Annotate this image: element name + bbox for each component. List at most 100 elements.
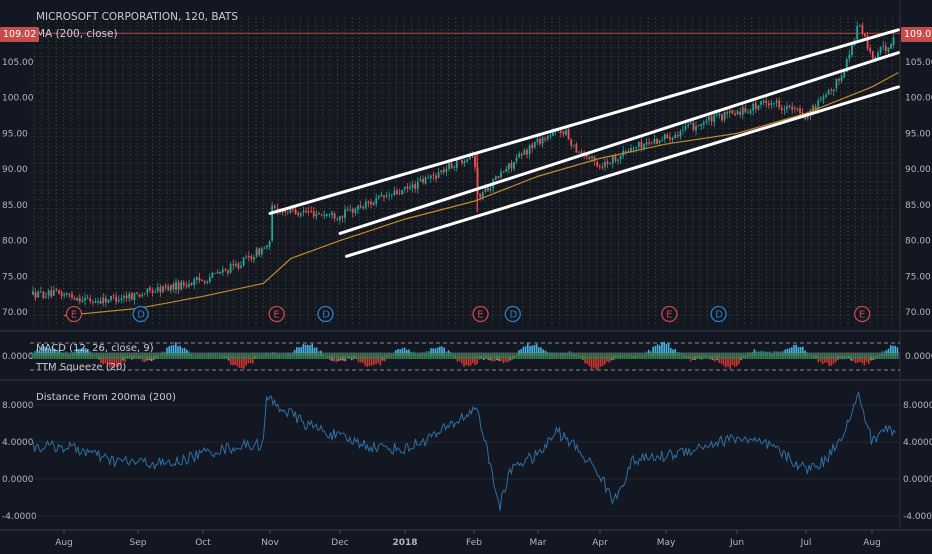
- ttm-squeeze-bar: [503, 353, 505, 359]
- candle-body: [82, 300, 84, 301]
- candle-body: [391, 194, 393, 195]
- candle-body: [74, 298, 76, 299]
- candle-body: [102, 298, 104, 303]
- ttm-squeeze-bar: [582, 353, 584, 359]
- ttm-squeeze-bar: [263, 353, 265, 359]
- candle-body: [687, 124, 689, 126]
- candle-body: [667, 135, 669, 138]
- ttm-squeeze-bar: [182, 353, 184, 359]
- candle-body: [568, 129, 570, 139]
- ttm-squeeze-bar: [883, 353, 885, 359]
- candle-body: [487, 188, 489, 191]
- ttm-squeeze-bar: [391, 353, 393, 359]
- candle-body: [258, 248, 260, 255]
- candle-body: [76, 298, 78, 301]
- ttm-squeeze-bar: [309, 353, 311, 359]
- candle-body: [144, 294, 146, 295]
- time-axis-label: Aug: [55, 538, 73, 548]
- ttm-squeeze-bar: [516, 353, 518, 359]
- distance-tick-label-right: 0.0000: [903, 475, 932, 485]
- candle-body: [266, 245, 268, 247]
- candle-body: [115, 297, 117, 302]
- ttm-squeeze-bar: [556, 353, 558, 359]
- ttm-squeeze-bar: [586, 353, 588, 359]
- distance-tick-label-right: -4.0000: [903, 512, 932, 522]
- candle-body: [313, 211, 315, 216]
- ttm-squeeze-bar: [289, 353, 291, 359]
- ttm-squeeze-bar: [452, 353, 454, 359]
- ttm-squeeze-bar: [721, 353, 723, 359]
- ttm-squeeze-bar: [778, 353, 780, 359]
- candle-body: [40, 292, 42, 293]
- ttm-squeeze-bar: [162, 353, 164, 359]
- channel-line-2: [340, 53, 898, 234]
- ttm-squeeze-bar: [206, 353, 208, 359]
- distance-200ma-label[interactable]: Distance From 200ma (200): [36, 392, 176, 403]
- ttm-squeeze-bar: [428, 353, 430, 359]
- ttm-squeeze-bar: [369, 353, 371, 359]
- ttm-squeeze-bar: [602, 353, 604, 359]
- ttm-squeeze-bar: [331, 353, 333, 359]
- ttm-squeeze-bar: [589, 353, 591, 359]
- ttm-squeeze-bar: [855, 353, 857, 359]
- price-tick-label-left: 70.00: [2, 308, 28, 318]
- ttm-squeeze-bar: [168, 353, 170, 359]
- candle-body: [721, 114, 723, 120]
- candle-body: [706, 121, 708, 122]
- ttm-squeeze-bar: [820, 353, 822, 359]
- ttm-squeeze-bar: [776, 353, 778, 359]
- candle-body: [212, 273, 214, 277]
- ttm-squeeze-bar: [448, 353, 450, 359]
- time-axis-label: Sep: [130, 538, 147, 548]
- ttm-squeeze-bar: [199, 353, 201, 359]
- ttm-squeeze-bar: [201, 353, 203, 359]
- candle-body: [232, 264, 234, 265]
- ttm-squeeze-bar: [751, 353, 753, 359]
- candle-body: [752, 104, 754, 111]
- candle-body: [170, 285, 172, 291]
- candle-body: [609, 164, 611, 165]
- candle-body: [747, 113, 749, 114]
- ttm-squeeze-bar: [219, 353, 221, 359]
- ttm-squeeze-bar: [826, 353, 828, 359]
- time-axis-label: Apr: [592, 538, 608, 548]
- ttm-squeeze-bar: [450, 353, 452, 359]
- candle-body: [32, 291, 34, 295]
- ttm-squeeze-bar: [355, 353, 357, 359]
- candle-body: [336, 219, 338, 220]
- candle-body: [495, 177, 497, 180]
- ttm-squeeze-bar: [305, 353, 307, 359]
- candle-body: [885, 46, 887, 51]
- ttm-squeeze-label[interactable]: TTM Squeeze (20): [36, 362, 126, 373]
- candle-body: [466, 159, 468, 161]
- candle-body: [529, 145, 531, 154]
- candle-body: [635, 147, 637, 148]
- ttm-squeeze-bar: [353, 353, 355, 359]
- candle-body: [446, 169, 448, 172]
- ttm-squeeze-bar: [538, 353, 540, 359]
- candle-body: [357, 206, 359, 210]
- candle-body: [178, 282, 180, 289]
- candle-body: [521, 154, 523, 155]
- candle-body: [71, 294, 73, 298]
- candle-body: [797, 109, 799, 110]
- ttm-squeeze-bar: [569, 353, 571, 359]
- ma-indicator-label[interactable]: MA (200, close): [36, 28, 118, 40]
- ttm-squeeze-bar: [303, 353, 305, 359]
- ttm-squeeze-bar: [316, 353, 318, 359]
- price-tick-label-right: 70.00: [905, 308, 931, 318]
- candle-body: [742, 107, 744, 114]
- candle-body: [825, 95, 827, 97]
- ttm-squeeze-bar: [630, 353, 632, 359]
- candle-body: [154, 292, 156, 293]
- ttm-squeeze-bar: [553, 353, 555, 359]
- candle-body: [648, 142, 650, 143]
- candle-body: [537, 139, 539, 142]
- candle-body: [638, 142, 640, 147]
- ttm-squeeze-bar: [232, 353, 234, 359]
- macd-indicator-label[interactable]: MACD (12, 26, close, 9): [36, 343, 154, 354]
- ma-200-line: [64, 73, 898, 316]
- candle-body: [828, 90, 830, 94]
- candle-body: [69, 294, 71, 295]
